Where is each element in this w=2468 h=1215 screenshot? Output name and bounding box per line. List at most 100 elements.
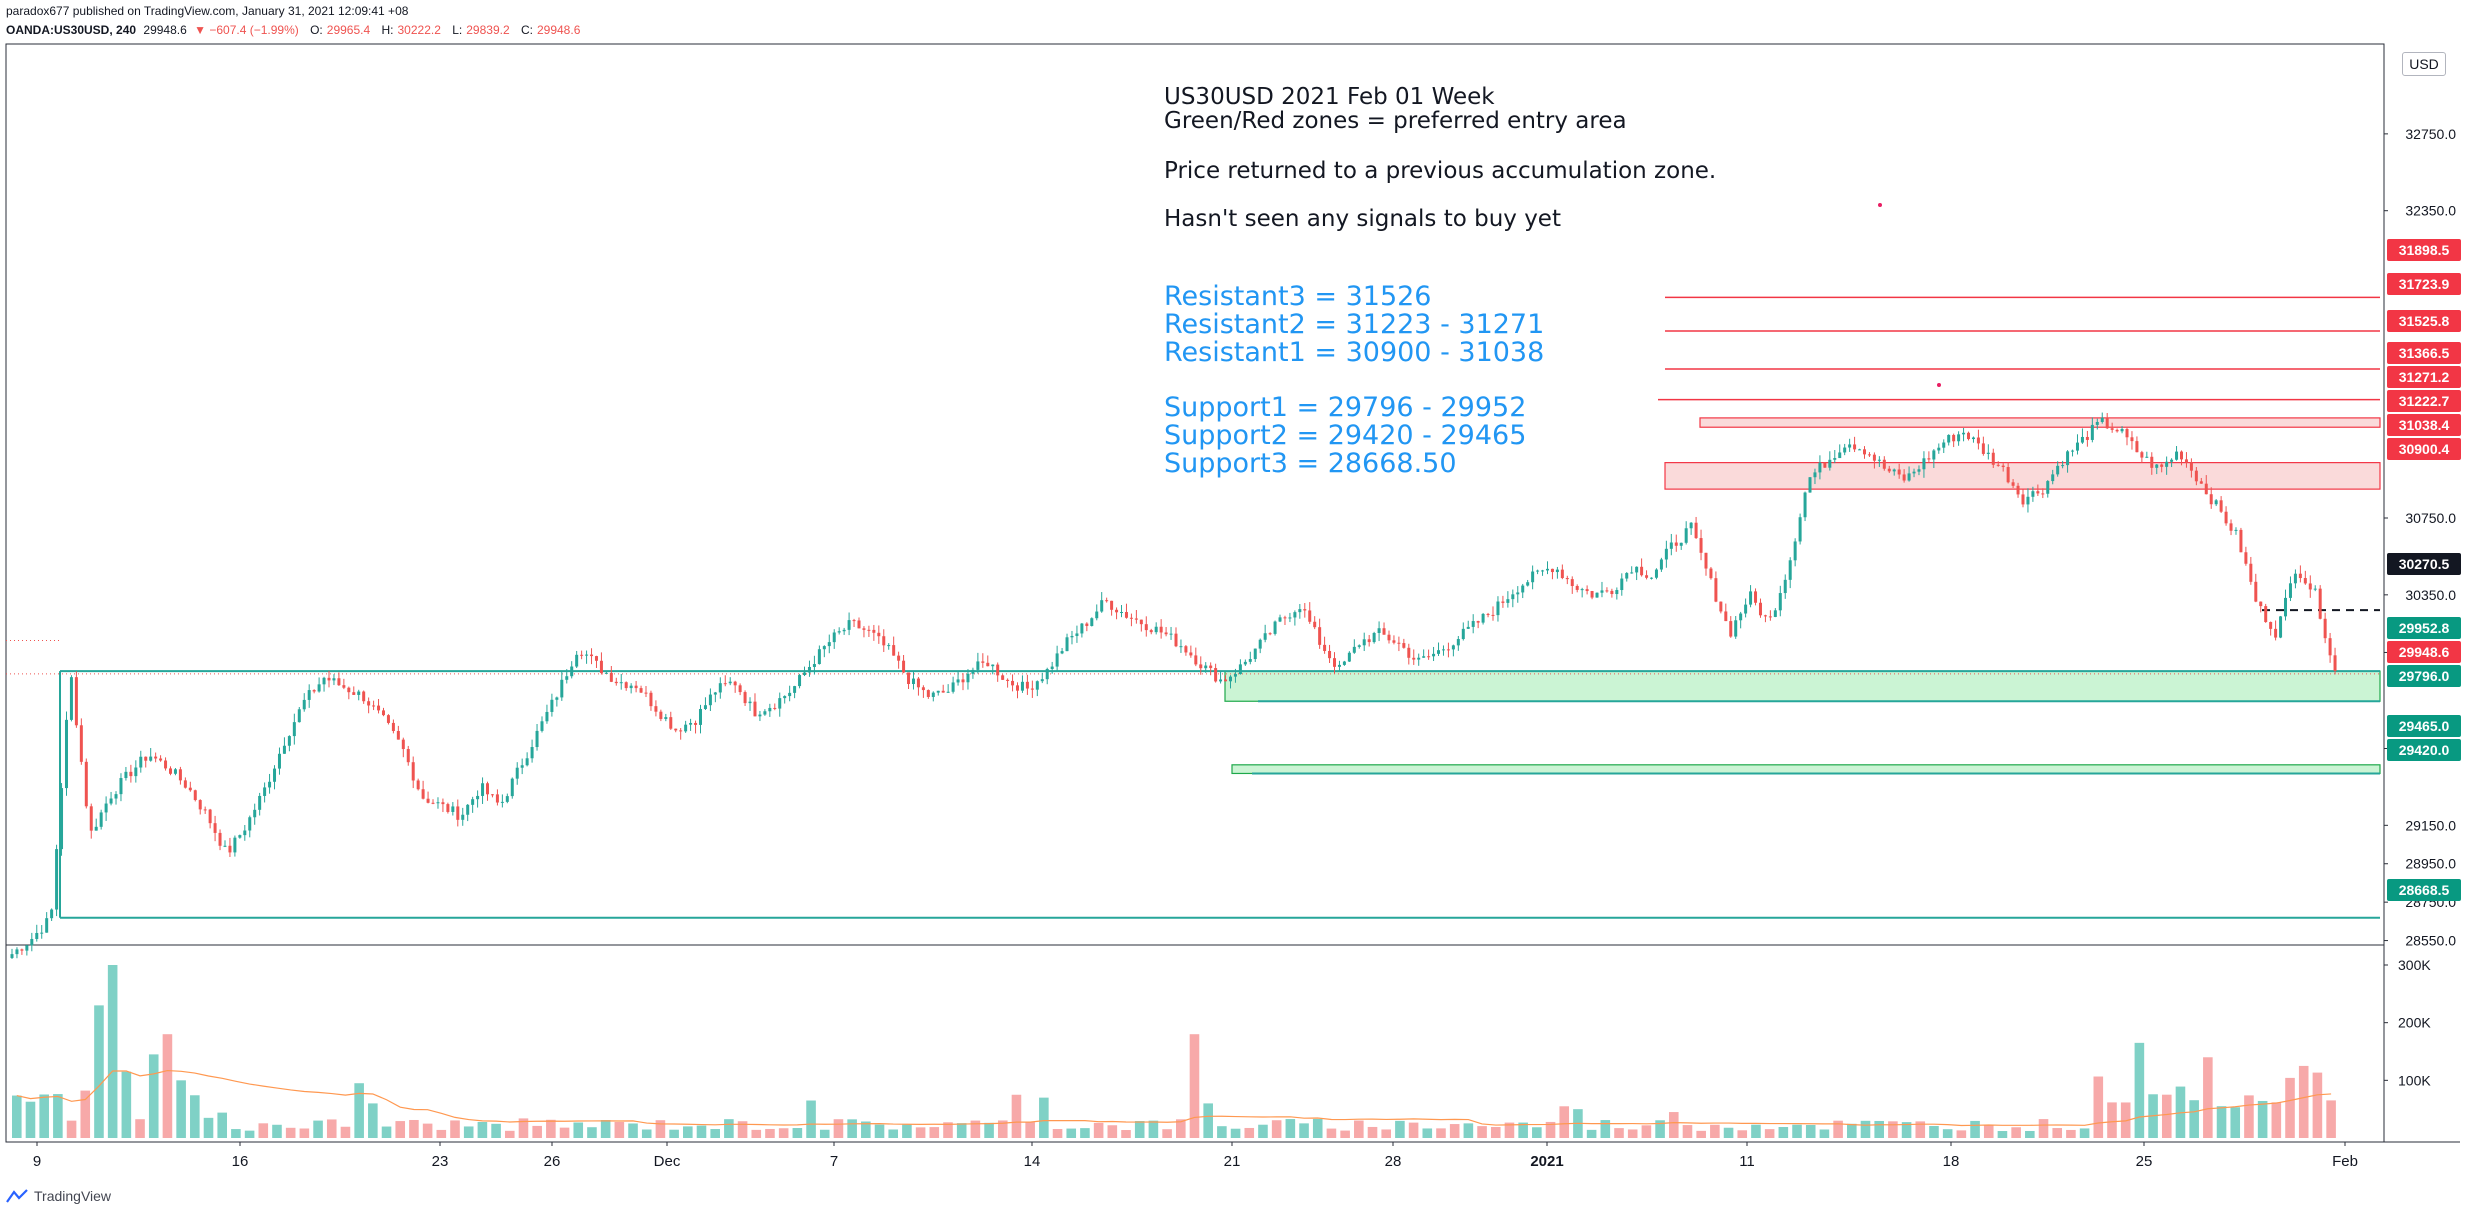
tradingview-logo[interactable]: TradingView [6,1188,111,1204]
candle-body [1957,434,1961,442]
candle-body [951,682,955,692]
volume-bar [874,1124,885,1138]
candle-body [357,691,361,695]
price-zone-support[interactable] [1224,670,2381,702]
price-level-badge[interactable]: 31723.9 [2387,273,2461,295]
candle-body [2303,578,2307,584]
price-level-badge[interactable]: 31271.2 [2387,366,2461,388]
candle-body [748,701,752,704]
candle-body [1590,591,1594,598]
candle-body [619,682,623,684]
badge-background [2387,414,2461,436]
volume-bar [1326,1128,1337,1138]
currency-button[interactable]: USD [2402,52,2446,76]
candle-body [367,701,371,706]
volume-bar [491,1123,501,1138]
price-level-badge[interactable]: 31222.7 [2387,390,2461,412]
candle-body [1179,646,1183,648]
candle-body [634,685,638,689]
candle-body [1872,454,1876,461]
last-price: 29948.6 [143,23,187,37]
candle-body [1169,633,1173,635]
price-zone-resistance[interactable] [1664,462,2381,490]
candle-body [307,690,311,700]
candle-body [1184,646,1188,653]
volume-bar [1600,1120,1611,1138]
badge-text: 28668.5 [2399,882,2450,898]
price-level-badge[interactable]: 29948.6 [2387,641,2461,663]
candle-body [238,835,242,838]
candle-body [763,711,767,715]
candle-body [907,672,911,685]
candle-body [129,771,133,777]
candle-body [144,756,148,761]
candle-body [1253,648,1257,660]
candle-body [842,629,846,632]
badge-text: 31271.2 [2399,369,2450,385]
price-level-badge[interactable]: 29796.0 [2387,665,2461,687]
volume-bar [806,1100,816,1138]
volume-bar [1888,1121,1898,1138]
price-level-badge[interactable]: 31366.5 [2387,342,2461,364]
candle-body [1996,464,2000,466]
time-tick-label: Dec [654,1153,681,1170]
price-level-badge[interactable]: 31525.8 [2387,310,2461,332]
candle-body [1258,639,1262,649]
candle-body [768,707,772,712]
candle-body [1224,679,1228,682]
volume-bar [1203,1103,1213,1138]
candle-body [1194,655,1198,665]
candle-body [1342,661,1346,665]
candle-body [1892,469,1896,472]
candle-body [966,673,970,683]
candle-body [1679,542,1683,546]
price-level-badge[interactable]: 30270.5 [2387,553,2461,575]
price-level-badge[interactable]: 31898.5 [2387,239,2461,261]
candle-body [847,620,851,630]
candle-body [1694,522,1698,539]
volume-bar [504,1130,515,1138]
candle-body [2120,428,2124,432]
volume-bar [1066,1128,1077,1138]
candle-body [1952,434,1956,442]
candle-body [694,722,698,725]
symbol-label[interactable]: OANDA:US30USD, 240 [6,23,137,37]
volume-bar [1942,1129,1953,1138]
price-level-badge[interactable]: 30900.4 [2387,438,2461,460]
price-tick-label: 28950.0 [2405,856,2456,872]
volume-bar [2038,1119,2049,1138]
candle-body [1729,621,1733,637]
candle-body [585,654,589,656]
volume-bar [1271,1120,1282,1138]
volume-ma-line [16,1069,2332,1127]
candle-body [2140,452,2144,458]
volume-bar [39,1094,49,1138]
price-level-badge[interactable]: 29465.0 [2387,715,2461,737]
candle-body [515,767,519,779]
volume-bar [25,1101,36,1138]
price-zone-support[interactable] [1231,764,2381,775]
price-level-badge[interactable]: 28668.5 [2387,879,2461,901]
candle-body [1714,578,1718,602]
volume-bar [148,1054,159,1138]
candle-body [1867,454,1871,456]
candle-body [441,802,445,805]
price-level-badge[interactable]: 31038.4 [2387,414,2461,436]
time-tick-label: 7 [830,1153,838,1170]
candle-body [1486,613,1490,615]
volume-bar [313,1120,323,1138]
price-level-badge[interactable]: 29952.8 [2387,617,2461,639]
candle-body [1620,578,1624,591]
price-zone-resistance[interactable] [1699,417,2381,428]
badge-text: 31038.4 [2399,417,2450,433]
candle-body [228,845,232,853]
candle-body [649,692,653,707]
volume-bar [641,1129,652,1138]
volume-bar [1422,1128,1433,1138]
candle-body [1516,592,1520,595]
candle-body [258,795,262,810]
price-level-badge[interactable]: 29420.0 [2387,739,2461,761]
candle-body [1372,632,1376,643]
candle-body [1219,679,1223,682]
